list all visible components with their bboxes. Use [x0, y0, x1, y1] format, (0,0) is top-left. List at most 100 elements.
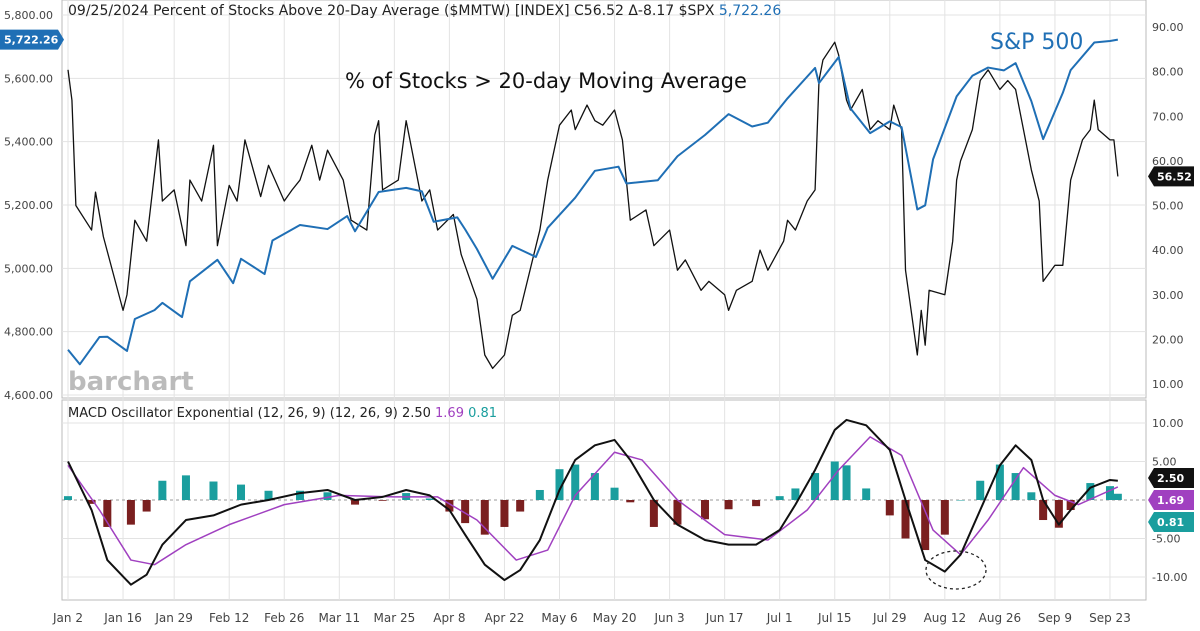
macd-last-tag-bg — [1148, 468, 1194, 488]
histogram-bar — [378, 500, 387, 501]
histogram-bar — [673, 500, 682, 525]
x-tick-label: Sep 23 — [1089, 611, 1131, 625]
mmtw-last-price-tag-text: 56.52 — [1157, 170, 1192, 183]
right-axis-tick-label: 70.00 — [1152, 110, 1184, 123]
header-compare-value: 5,722.26 — [718, 3, 782, 19]
histogram-bar — [500, 500, 509, 527]
signal-last-tag-bg — [1148, 490, 1194, 510]
macd-params: (12, 26, 9) — [329, 406, 398, 421]
histogram-bar — [1054, 500, 1063, 528]
histogram-bar — [1039, 500, 1048, 521]
header-change: Δ-8.17 — [628, 3, 675, 19]
header-compare-symbol: $SPX — [678, 3, 715, 19]
left-axis-tick-label: 5,600.00 — [4, 72, 53, 85]
histogram-bar — [1066, 500, 1075, 511]
histogram-bar — [830, 461, 839, 500]
spx-last-price-tag: 5,722.26 — [0, 29, 64, 50]
macd-value: 2.50 — [401, 406, 431, 421]
mmtw-last-price-tag: 56.52 — [1148, 166, 1194, 187]
annotation-spx: S&P 500 — [990, 30, 1083, 55]
macd-line — [67, 418, 1118, 586]
right-axis-tick-label: 30.00 — [1152, 289, 1184, 302]
header-symbol-name: Percent of Stocks Above 20-Day Average (… — [153, 3, 570, 19]
left-axis-tick-label: 5,000.00 — [4, 262, 53, 275]
x-tick-label: Mar 25 — [373, 611, 415, 625]
macd-axis-tick-label: -5.00 — [1152, 533, 1180, 546]
histogram-last-tag-text: 0.81 — [1157, 516, 1184, 529]
right-axis-tick-label: 50.00 — [1152, 200, 1184, 213]
histogram-bar — [842, 465, 851, 500]
x-tick-label: Sep 9 — [1038, 611, 1072, 625]
histogram-bar — [901, 500, 910, 539]
histogram-bar — [158, 480, 167, 500]
right-axis-tick-label: 60.00 — [1152, 155, 1184, 168]
header-date: 09/25/2024 — [68, 3, 149, 19]
x-tick-label: Jul 1 — [766, 611, 793, 625]
histogram-bar — [264, 490, 273, 500]
x-tick-label: Apr 8 — [433, 611, 465, 625]
macd-title: MACD Oscillator Exponential (12, 26, 9) … — [68, 406, 497, 421]
histogram-bar — [425, 498, 434, 500]
x-tick-label: Apr 22 — [485, 611, 525, 625]
histogram-bar — [142, 500, 151, 512]
histogram-bar — [956, 500, 965, 501]
x-tick-label: Jul 29 — [872, 611, 907, 625]
histogram-bar — [461, 500, 470, 524]
mmtw-last-price-tag-bg — [1148, 166, 1194, 187]
x-tick-label: Jan 2 — [52, 611, 83, 625]
macd-name: MACD Oscillator Exponential (12, 26, 9) — [68, 406, 326, 421]
histogram-bar — [571, 464, 580, 500]
histogram-bar — [976, 480, 985, 500]
histogram-bar — [775, 496, 784, 500]
histogram-bar — [649, 500, 658, 527]
histogram-bar — [209, 481, 218, 500]
histogram-bar — [323, 492, 332, 500]
histogram-bar — [811, 473, 820, 500]
header-close: C56.52 — [574, 3, 624, 19]
annotation-mmtw: % of Stocks > 20-day Moving Average — [345, 69, 747, 93]
macd-last-tag-text: 2.50 — [1157, 472, 1184, 485]
histogram-bar — [590, 473, 599, 500]
histogram-bar — [535, 489, 544, 500]
histogram-bar — [64, 496, 72, 500]
x-tick-label: Jan 29 — [154, 611, 193, 625]
right-axis-tick-label: 40.00 — [1152, 244, 1184, 257]
right-axis-tick-label: 80.00 — [1152, 66, 1184, 79]
histogram-bar — [555, 469, 564, 500]
histogram-bar — [626, 500, 635, 503]
macd-axis-tick-label: 5.00 — [1152, 456, 1177, 469]
histogram-bar — [1113, 493, 1122, 500]
histogram-bar — [351, 500, 360, 505]
histogram-bar — [610, 487, 619, 500]
spx-line — [67, 38, 1119, 366]
histogram-bar — [995, 464, 1004, 500]
left-axis-tick-label: 4,600.00 — [4, 389, 53, 402]
right-axis-tick-label: 10.00 — [1152, 378, 1184, 391]
histogram-bar — [445, 500, 454, 512]
x-tick-label: Mar 11 — [318, 611, 360, 625]
left-axis-tick-label: 5,200.00 — [4, 199, 53, 212]
histogram-bar — [1105, 486, 1114, 500]
histogram-value: 0.81 — [468, 406, 498, 421]
x-tick-label: Jul 15 — [817, 611, 852, 625]
left-axis-tick-label: 5,400.00 — [4, 136, 53, 149]
histogram-bar — [700, 500, 709, 520]
histogram-last-tag: 0.81 — [1148, 512, 1194, 532]
histogram-bar — [724, 500, 733, 510]
right-axis-tick-label: 20.00 — [1152, 333, 1184, 346]
chart-title: 09/25/2024 Percent of Stocks Above 20-Da… — [68, 3, 781, 19]
histogram-bar — [1086, 483, 1095, 500]
mmtw-line — [67, 41, 1119, 370]
histogram-bar — [862, 488, 871, 500]
left-axis-tick-label: 4,800.00 — [4, 326, 53, 339]
macd-axis-tick-label: -10.00 — [1152, 571, 1187, 584]
x-tick-label: May 20 — [593, 611, 637, 625]
annotation-circle — [925, 550, 987, 590]
x-tick-label: Aug 12 — [924, 611, 967, 625]
histogram-bar — [237, 484, 246, 500]
histogram-bar — [181, 475, 190, 500]
x-tick-label: Feb 26 — [264, 611, 304, 625]
histogram-bar — [752, 500, 761, 507]
right-axis-tick-label: 90.00 — [1152, 21, 1184, 34]
